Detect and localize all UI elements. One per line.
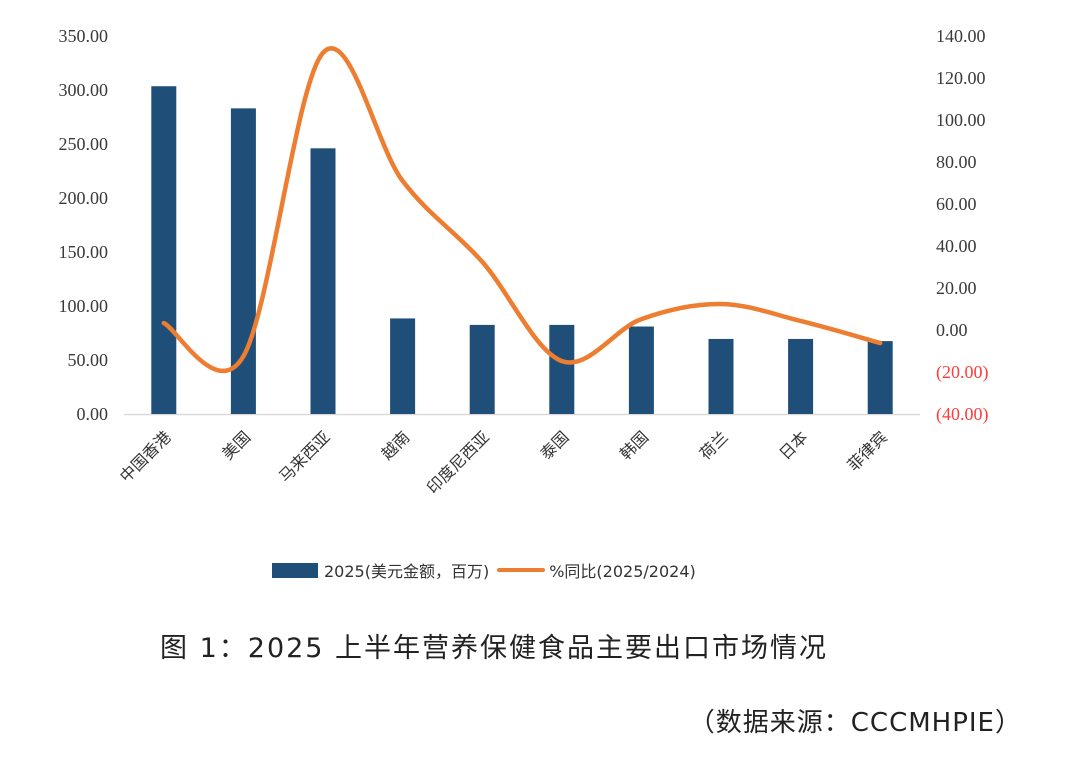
combo-chart: 0.00 50.00 100.00 150.00 200.00 250.00 300.00 3… [59, 26, 989, 497]
legend-line-swatch [497, 568, 546, 572]
bar [390, 318, 416, 414]
category-label: 中国香港 [116, 427, 175, 486]
legend-bar-swatch [272, 562, 318, 578]
right-tick-label: (20.00) [936, 362, 989, 383]
bar [151, 86, 177, 414]
bar [469, 324, 495, 414]
right-tick-label: 0.00 [936, 320, 968, 340]
right-tick-label: 40.00 [936, 236, 977, 256]
category-label: 越南 [377, 427, 413, 463]
left-tick-label: 200.00 [59, 188, 109, 208]
right-tick-label: 60.00 [936, 194, 977, 214]
legend: 2025(美元金额，百万) %同比(2025/2024) [272, 558, 696, 582]
left-tick-label: 100.00 [59, 296, 109, 316]
left-tick-label: 250.00 [59, 134, 109, 154]
category-label: 菲律宾 [844, 427, 891, 474]
legend-line-label: %同比(2025/2024) [549, 562, 696, 581]
category-labels: 中国香港 美国 马来西亚 越南 印度尼西亚 泰国 韩国 荷兰 日本 菲律宾 [116, 427, 891, 497]
right-tick-label: 80.00 [936, 152, 977, 172]
left-tick-label: 350.00 [59, 26, 109, 46]
right-tick-label: 120.00 [936, 68, 986, 88]
category-label: 美国 [218, 427, 254, 463]
left-tick-label: 300.00 [59, 80, 109, 100]
left-tick-label: 50.00 [68, 350, 109, 370]
left-tick-label: 150.00 [59, 242, 109, 262]
bar [708, 338, 734, 414]
category-label: 荷兰 [696, 427, 732, 463]
category-label: 印度尼西亚 [423, 427, 493, 497]
right-tick-label: (40.00) [936, 404, 989, 425]
bar [230, 108, 256, 415]
legend-bar-label: 2025(美元金额，百万) [324, 562, 490, 581]
category-label: 泰国 [537, 427, 573, 463]
figure-caption: 图 1：2025 上半年营养保健食品主要出口市场情况 [160, 633, 829, 664]
category-label: 日本 [775, 427, 811, 463]
bar-series [151, 86, 893, 415]
data-source: （数据来源：CCCMHPIE） [688, 708, 1022, 738]
left-tick-label: 0.00 [77, 404, 109, 424]
right-tick-label: 100.00 [936, 110, 986, 130]
bar [867, 341, 893, 414]
right-tick-label: 140.00 [936, 26, 986, 46]
yoy-line [161, 46, 883, 374]
bar [310, 148, 336, 414]
right-tick-label: 20.00 [936, 278, 977, 298]
bar [788, 338, 814, 414]
right-axis-ticks: (40.00) (20.00) 0.00 20.00 40.00 60.00 80.00 10… [936, 26, 989, 425]
category-label: 韩国 [616, 427, 652, 463]
bar [628, 326, 654, 414]
category-label: 马来西亚 [275, 427, 334, 486]
left-axis-ticks: 0.00 50.00 100.00 150.00 200.00 250.00 300.00 3… [59, 26, 109, 424]
bar [549, 324, 575, 414]
